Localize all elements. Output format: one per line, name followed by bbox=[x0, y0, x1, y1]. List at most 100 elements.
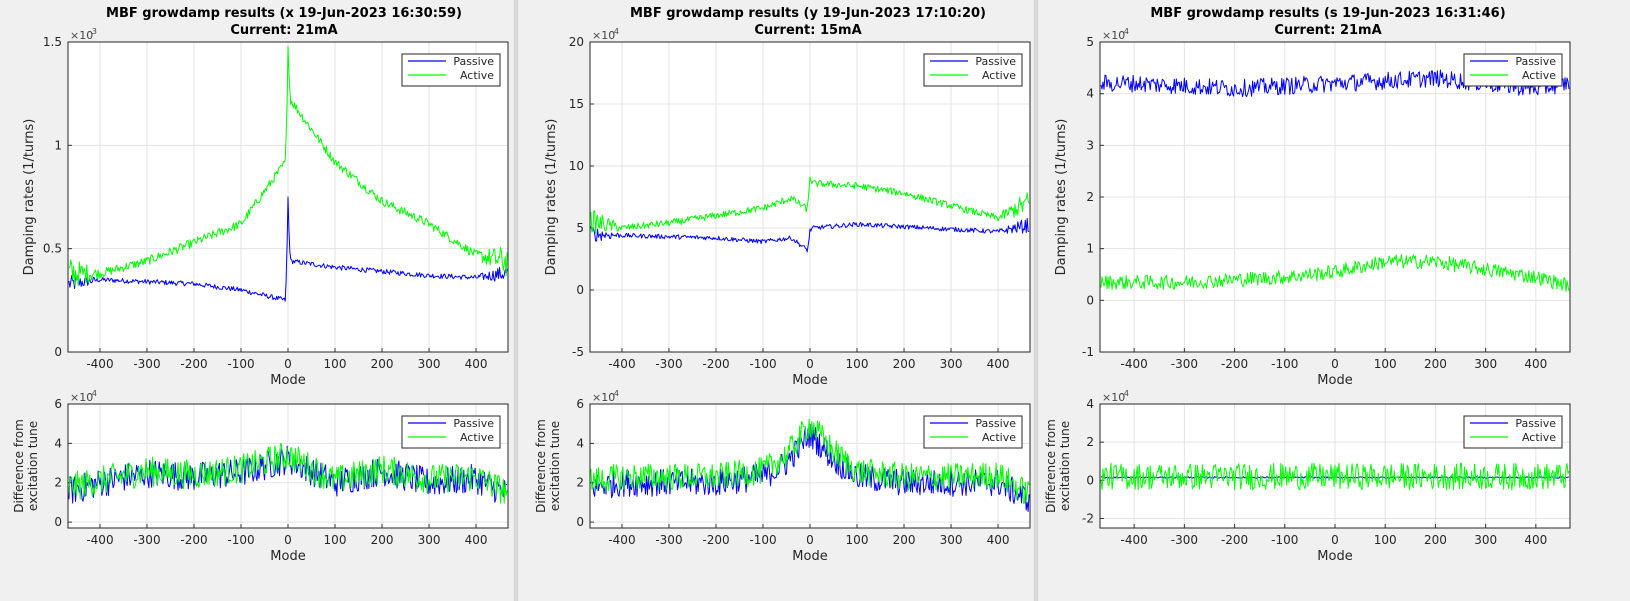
tune-difference-axes: -400 -300 -200 -100 0 100 200 300 400 0 2 4 6 ×10-4 Mo… bbox=[534, 389, 1031, 564]
plot-subtitle: Current: 21mA bbox=[1274, 23, 1381, 38]
y-axis-label-line2: excitation tune bbox=[1058, 421, 1072, 511]
plot-title: MBF growdamp results (y 19-Jun-2023 17:1… bbox=[630, 6, 986, 21]
x-tick-label: -200 bbox=[180, 357, 207, 371]
x-tick-label: -400 bbox=[86, 357, 113, 371]
y-tick-label: 0 bbox=[54, 345, 62, 359]
y-exponent-label: ×10 bbox=[1102, 391, 1125, 404]
y-tick-label: -5 bbox=[572, 345, 584, 359]
y-exponent-label: ×10 bbox=[70, 391, 93, 404]
x-tick-label: 200 bbox=[371, 533, 394, 547]
legend-passive-label: Passive bbox=[453, 417, 494, 430]
plot-title: MBF growdamp results (s 19-Jun-2023 16:3… bbox=[1150, 6, 1505, 21]
x-tick-label: -300 bbox=[133, 533, 160, 547]
x-axis-label: Mode bbox=[792, 373, 827, 388]
legend-active-label: Active bbox=[982, 69, 1016, 82]
y-tick-label: 2 bbox=[1086, 435, 1094, 449]
active-series-line bbox=[68, 443, 508, 504]
legend-active-label: Active bbox=[460, 69, 494, 82]
y-tick-label: -1 bbox=[1082, 345, 1094, 359]
y-axis-label-line2: excitation tune bbox=[26, 421, 40, 511]
y-tick-label: 0 bbox=[576, 283, 584, 297]
y-exponent-power: -4 bbox=[611, 389, 619, 398]
active-series-line bbox=[1100, 254, 1570, 292]
x-tick-label: 200 bbox=[1424, 533, 1447, 547]
y-tick-label: 5 bbox=[576, 221, 584, 235]
x-tick-label: -200 bbox=[1221, 533, 1248, 547]
x-tick-label: 100 bbox=[324, 533, 347, 547]
y-tick-label: 6 bbox=[576, 397, 584, 411]
legend-active-label: Active bbox=[1522, 69, 1556, 82]
y-tick-label: 0.5 bbox=[43, 242, 62, 256]
y-exponent-power: -4 bbox=[1121, 389, 1129, 398]
x-tick-label: 400 bbox=[465, 533, 488, 547]
y-tick-label: 2 bbox=[576, 476, 584, 490]
passive-series-line bbox=[590, 217, 1030, 253]
plot-subtitle: Current: 15mA bbox=[754, 23, 861, 38]
x-tick-label: 300 bbox=[1474, 533, 1497, 547]
y-tick-label: 3 bbox=[1086, 138, 1094, 152]
x-tick-label: -300 bbox=[1171, 357, 1198, 371]
y-axis-label: Damping rates (1/turns) bbox=[544, 119, 559, 276]
x-tick-label: 400 bbox=[465, 357, 488, 371]
x-tick-label: 0 bbox=[284, 357, 292, 371]
y-tick-label: 0 bbox=[576, 515, 584, 529]
x-tick-label: 100 bbox=[1374, 533, 1397, 547]
y-tick-label: 0 bbox=[1086, 473, 1094, 487]
y-axis-label: Damping rates (1/turns) bbox=[1054, 119, 1069, 276]
y-tick-label: 2 bbox=[1086, 190, 1094, 204]
y-tick-label: 4 bbox=[1086, 397, 1094, 411]
damping-axes: -400 -300 -200 -100 0 100 200 300 400 -1 0 1 2 3 4 5 ×10… bbox=[1054, 27, 1571, 388]
x-tick-label: -300 bbox=[1171, 533, 1198, 547]
y-tick-label: 5 bbox=[1086, 35, 1094, 49]
passive-series-line bbox=[68, 196, 508, 302]
x-tick-label: -400 bbox=[1121, 357, 1148, 371]
legend-box bbox=[401, 415, 501, 449]
y-exponent-power: -3 bbox=[89, 27, 97, 36]
x-axis-label: Mode bbox=[792, 549, 827, 564]
panel-divider[interactable] bbox=[514, 0, 518, 601]
x-tick-label: 0 bbox=[806, 533, 814, 547]
x-tick-label: -100 bbox=[749, 357, 776, 371]
x-tick-label: 200 bbox=[893, 357, 916, 371]
axes-frame bbox=[589, 403, 1031, 529]
y-exponent-power: -4 bbox=[1121, 27, 1129, 36]
y-tick-label: 1.5 bbox=[43, 35, 62, 49]
x-tick-label: -400 bbox=[608, 533, 635, 547]
legend-box bbox=[401, 53, 501, 87]
x-tick-label: 100 bbox=[846, 533, 869, 547]
x-tick-label: 400 bbox=[1524, 357, 1547, 371]
y-exponent-label: ×10 bbox=[592, 391, 615, 404]
x-tick-label: 100 bbox=[1374, 357, 1397, 371]
active-series-line bbox=[68, 45, 508, 287]
passive-series-line bbox=[1100, 69, 1570, 98]
y-tick-label: 20 bbox=[569, 35, 584, 49]
y-tick-label: 10 bbox=[569, 159, 584, 173]
x-tick-label: 0 bbox=[806, 357, 814, 371]
y-exponent-label: ×10 bbox=[1102, 29, 1125, 42]
y-tick-label: 1 bbox=[54, 138, 62, 152]
axes-frame bbox=[589, 41, 1031, 353]
y-tick-label: 0 bbox=[1086, 293, 1094, 307]
y-exponent-power: -4 bbox=[611, 27, 619, 36]
legend-box bbox=[1463, 415, 1563, 449]
y-tick-label: 4 bbox=[576, 436, 584, 450]
y-tick-label: -2 bbox=[1082, 511, 1094, 525]
legend-box bbox=[1463, 53, 1563, 87]
x-tick-label: -100 bbox=[1271, 357, 1298, 371]
y-exponent-label: ×10 bbox=[70, 29, 93, 42]
damping-axes: -400 -300 -200 -100 0 100 200 300 400 -5 0 5 10 15 20 ×… bbox=[544, 27, 1031, 388]
panel-divider[interactable] bbox=[1034, 0, 1038, 601]
x-tick-label: 300 bbox=[418, 357, 441, 371]
damping-axes: -400 -300 -200 -100 0 100 200 300 400 0 0.5 1 1.5 ×10… bbox=[22, 27, 509, 388]
active-series-line bbox=[590, 176, 1030, 234]
y-exponent-label: ×10 bbox=[592, 29, 615, 42]
x-tick-label: 200 bbox=[893, 533, 916, 547]
legend-passive-label: Passive bbox=[1515, 55, 1556, 68]
legend-active-label: Active bbox=[1522, 431, 1556, 444]
legend-passive-label: Passive bbox=[975, 417, 1016, 430]
x-axis-label: Mode bbox=[270, 373, 305, 388]
x-tick-label: -100 bbox=[227, 357, 254, 371]
x-tick-label: -200 bbox=[702, 357, 729, 371]
